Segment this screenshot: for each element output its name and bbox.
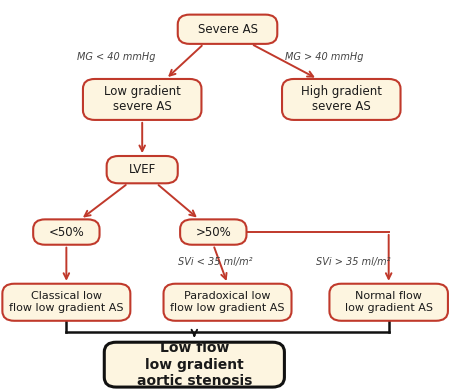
Text: MG < 40 mmHg: MG < 40 mmHg <box>77 52 155 62</box>
Text: MG > 40 mmHg: MG > 40 mmHg <box>285 52 364 62</box>
Text: Normal flow
low gradient AS: Normal flow low gradient AS <box>345 291 433 313</box>
FancyBboxPatch shape <box>107 156 178 183</box>
FancyBboxPatch shape <box>33 219 100 245</box>
FancyBboxPatch shape <box>329 284 448 321</box>
FancyBboxPatch shape <box>282 79 401 120</box>
Text: Severe AS: Severe AS <box>198 23 257 36</box>
Text: <50%: <50% <box>48 225 84 239</box>
Text: SVi < 35 ml/m²: SVi < 35 ml/m² <box>178 257 253 267</box>
Text: High gradient
severe AS: High gradient severe AS <box>301 85 382 113</box>
FancyBboxPatch shape <box>178 14 277 44</box>
Text: Low gradient
severe AS: Low gradient severe AS <box>104 85 181 113</box>
FancyBboxPatch shape <box>164 284 292 321</box>
FancyBboxPatch shape <box>180 219 246 245</box>
FancyBboxPatch shape <box>83 79 201 120</box>
Text: SVi > 35 ml/m²: SVi > 35 ml/m² <box>316 257 391 267</box>
FancyBboxPatch shape <box>104 342 284 387</box>
Text: >50%: >50% <box>195 225 231 239</box>
FancyBboxPatch shape <box>2 284 130 321</box>
Text: Paradoxical low
flow low gradient AS: Paradoxical low flow low gradient AS <box>170 291 285 313</box>
Text: Classical low
flow low gradient AS: Classical low flow low gradient AS <box>9 291 124 313</box>
Text: LVEF: LVEF <box>128 163 156 176</box>
Text: Low flow
low gradient
aortic stenosis: Low flow low gradient aortic stenosis <box>137 342 252 388</box>
